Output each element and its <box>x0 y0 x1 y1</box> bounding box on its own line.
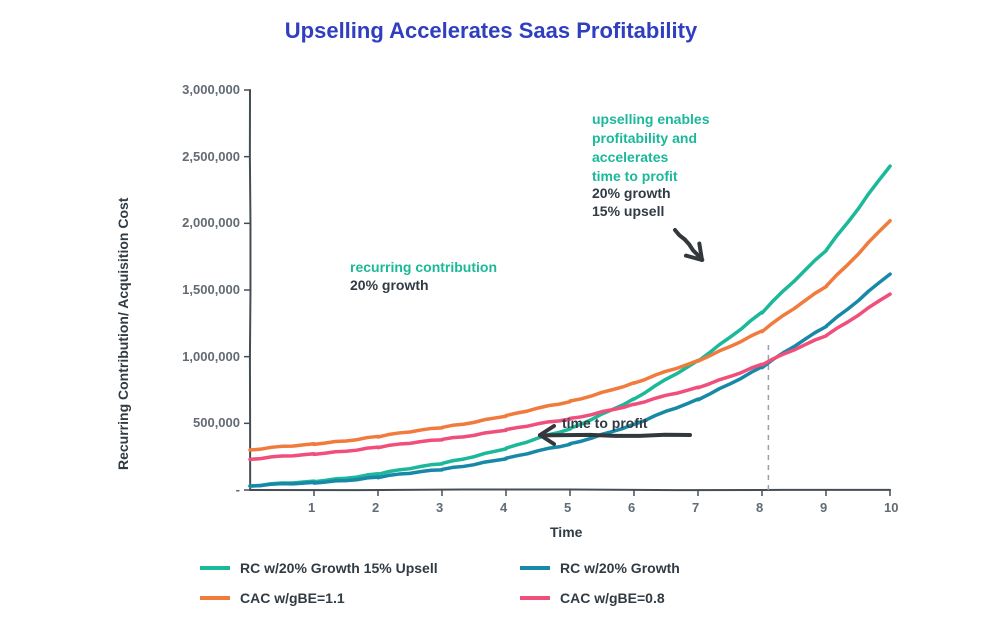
annotation-15-upsell: 15% upsell <box>592 202 664 221</box>
x-tick-label: 9 <box>820 500 827 515</box>
legend-item-rc-growth: RC w/20% Growth <box>520 560 800 576</box>
y-tick-label: 1,000,000 <box>182 349 240 364</box>
annotation-upselling-block: upselling enablesprofitability andaccele… <box>592 110 709 186</box>
x-axis-label: Time <box>550 524 582 540</box>
x-tick-label: 4 <box>500 500 507 515</box>
x-tick-label: 6 <box>628 500 635 515</box>
annotation-time-to-profit: time to profit <box>562 414 648 433</box>
x-tick-label: 10 <box>884 500 898 515</box>
annotation-recurring-contribution: recurring contribution <box>350 258 497 277</box>
legend-swatch <box>200 596 230 600</box>
legend-item-rc-upsell: RC w/20% Growth 15% Upsell <box>200 560 480 576</box>
legend-label: CAC w/gBE=1.1 <box>240 590 345 606</box>
legend-swatch <box>200 566 230 570</box>
y-tick-label: 3,000,000 <box>182 82 240 97</box>
legend-swatch <box>520 566 550 570</box>
legend-label: RC w/20% Growth <box>560 560 680 576</box>
y-tick-label: 2,500,000 <box>182 149 240 164</box>
x-tick-label: 7 <box>692 500 699 515</box>
x-tick-label: 1 <box>308 500 315 515</box>
legend-swatch <box>520 596 550 600</box>
legend-label: RC w/20% Growth 15% Upsell <box>240 560 438 576</box>
x-tick-label: 8 <box>756 500 763 515</box>
y-tick-label: 1,500,000 <box>182 282 240 297</box>
chart-title: Upselling Accelerates Saas Profitability <box>0 18 982 44</box>
legend-item-cac-08: CAC w/gBE=0.8 <box>520 590 800 606</box>
x-tick-label: 2 <box>372 500 379 515</box>
y-tick-label: 500,000 <box>193 415 240 430</box>
legend-item-cac-11: CAC w/gBE=1.1 <box>200 590 480 606</box>
y-tick-label: 2,000,000 <box>182 215 240 230</box>
y-tick-label: - <box>236 482 240 497</box>
x-tick-label: 3 <box>436 500 443 515</box>
chart-area <box>190 80 910 555</box>
x-tick-label: 5 <box>564 500 571 515</box>
chart-svg <box>190 80 910 550</box>
annotation-20-growth-2: 20% growth <box>592 184 671 203</box>
legend: RC w/20% Growth 15% Upsell RC w/20% Grow… <box>200 560 800 606</box>
legend-label: CAC w/gBE=0.8 <box>560 590 665 606</box>
annotation-20-growth: 20% growth <box>350 276 429 295</box>
y-axis-label: Recurring Contribution/ Acquisition Cost <box>115 70 131 470</box>
